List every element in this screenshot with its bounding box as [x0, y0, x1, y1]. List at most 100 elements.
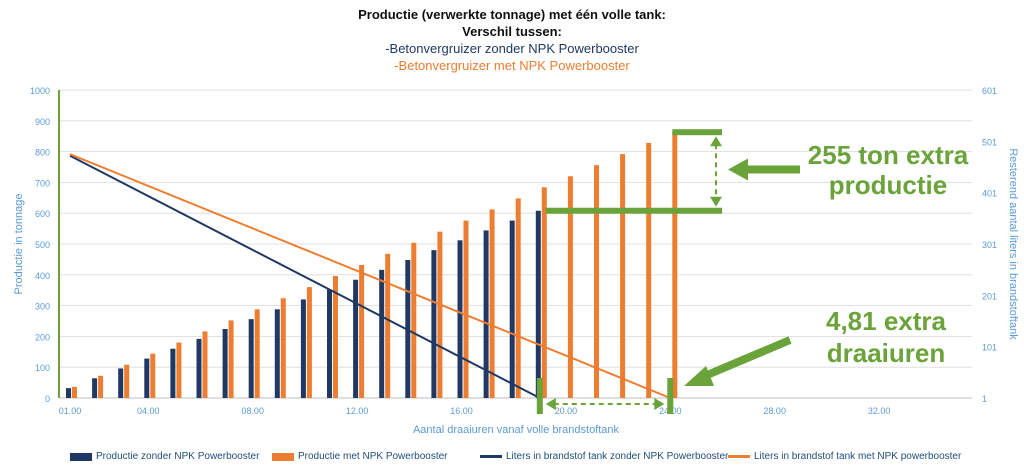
bar-without-booster — [196, 338, 202, 398]
bar-with-booster — [594, 165, 599, 398]
bar-without-booster — [457, 240, 463, 398]
bar-with-booster — [567, 176, 573, 398]
legend-item-bars-without: Productie zonder NPK Powerbooster — [70, 451, 259, 462]
y-axis-title: Productie in tonnage — [13, 194, 25, 295]
bar-with-booster — [150, 353, 156, 398]
bar-without-booster — [118, 368, 124, 398]
chart-title-line-2: Verschil tussen: — [462, 24, 562, 39]
bar-with-booster — [228, 320, 234, 398]
legend-swatch-bars-without — [70, 452, 92, 461]
bar-without-booster — [170, 348, 176, 398]
annotation-extra-hours-line-1: 4,81 extra — [826, 306, 947, 336]
bar-without-booster — [274, 309, 280, 398]
y2-tick-label: 1 — [982, 394, 987, 404]
y-tick-label: 400 — [35, 271, 50, 281]
bar-with-booster — [437, 231, 443, 398]
y-tick-label: 0 — [45, 394, 50, 404]
bar-without-booster — [483, 230, 489, 398]
legend-item-line-without: Liters in brandstof tank zonder NPK Powe… — [480, 451, 728, 462]
y-tick-label: 100 — [35, 363, 50, 373]
bar-with-booster — [541, 187, 547, 398]
annotation-extra-production-line-2: productie — [829, 170, 947, 200]
production-callout-arrow — [728, 158, 800, 181]
y2-tick-label: 201 — [982, 291, 997, 301]
y-tick-label: 200 — [35, 332, 50, 342]
x-tick-label: 12.00 — [346, 406, 369, 416]
difference-arrow-head-down — [710, 196, 722, 207]
legend-swatch-line-with — [728, 455, 750, 458]
bar-with-booster — [306, 287, 312, 398]
line-liters-with-booster — [69, 153, 671, 399]
y2-tick-label: 301 — [982, 240, 997, 250]
bar-without-booster — [248, 319, 254, 398]
x-tick-label: 08.00 — [241, 406, 264, 416]
bar-without-booster — [144, 358, 150, 398]
line-liters-without-booster — [69, 154, 541, 399]
x-tick-label: 28.00 — [763, 406, 786, 416]
legend: Productie zonder NPK Powerbooster Produc… — [0, 451, 1024, 467]
y-tick-label: 300 — [35, 302, 50, 312]
y-tick-label: 900 — [35, 117, 50, 127]
annotation-extra-hours-line-2: draaiuren — [827, 338, 946, 368]
bar-with-booster — [124, 364, 130, 398]
bar-without-booster — [509, 220, 515, 398]
chart-subtitle-without-booster: -Betonvergruizer zonder NPK Powerbooster — [385, 41, 639, 56]
marker-hours-with — [667, 378, 674, 414]
bar-with-booster — [333, 276, 338, 398]
bar-with-booster — [359, 264, 365, 398]
y2-tick-label: 501 — [982, 137, 997, 147]
bar-with-booster — [385, 253, 391, 398]
legend-label-bars-with: Productie met NPK Powerbooster — [298, 451, 448, 462]
bar-with-booster — [646, 142, 652, 398]
chart-title-line-1: Productie (verwerkte tonnage) met één vo… — [358, 7, 666, 22]
legend-swatch-bars-with — [272, 452, 294, 461]
difference-arrow-head-up — [710, 136, 722, 147]
y-tick-label: 600 — [35, 209, 50, 219]
bar-without-booster — [379, 269, 385, 398]
annotation-extra-production-line-1: 255 ton extra — [808, 140, 969, 170]
marker-hours-without — [536, 378, 543, 414]
chart-subtitle-with-booster: -Betonvergruizer met NPK Powerbooster — [394, 58, 630, 73]
bar-without-booster — [222, 329, 228, 398]
bar-with-booster — [98, 375, 104, 398]
x-tick-label: 16.00 — [450, 406, 473, 416]
x-tick-label: 04.00 — [137, 406, 160, 416]
bar-with-booster — [72, 386, 77, 398]
legend-item-bars-with: Productie met NPK Powerbooster — [272, 451, 448, 462]
y2-tick-label: 401 — [982, 189, 997, 199]
bar-without-booster — [431, 250, 437, 398]
bar-with-booster — [280, 298, 286, 398]
x-tick-label: 32.00 — [868, 406, 891, 416]
bar-without-booster — [300, 299, 306, 398]
legend-item-line-with: Liters in brandstof tank met NPK powerbo… — [728, 451, 961, 462]
y-tick-label: 700 — [35, 178, 50, 188]
hours-arrow-head-right — [654, 398, 665, 410]
marker-production-with — [672, 129, 722, 136]
y2-axis-title: Resterend aantal liters in brandstoftank — [1007, 148, 1019, 340]
x-tick-label: 20.00 — [555, 406, 578, 416]
y-tick-label: 800 — [35, 148, 50, 158]
bar-without-booster — [66, 388, 71, 398]
x-axis-title: Aantal draaiuren vanaf volle brandstofta… — [413, 424, 620, 436]
legend-label-bars-without: Productie zonder NPK Powerbooster — [96, 451, 260, 462]
legend-label-line-with: Liters in brandstof tank met NPK powerbo… — [754, 451, 962, 462]
legend-swatch-line-without — [480, 455, 502, 458]
x-tick-label: 01.00 — [59, 406, 82, 416]
hours-callout-arrow-shaft — [698, 336, 792, 382]
bar-with-booster — [254, 309, 260, 398]
y2-tick-label: 601 — [982, 86, 997, 96]
marker-production-without — [545, 207, 722, 214]
bar-with-booster — [672, 132, 678, 399]
bar-with-booster — [515, 198, 521, 398]
y-tick-label: 1000 — [30, 86, 50, 96]
hours-callout-arrow-head — [684, 366, 714, 386]
bar-without-booster — [327, 289, 332, 398]
bar-with-booster — [202, 331, 208, 398]
bar-with-booster — [463, 220, 469, 398]
bar-with-booster — [176, 342, 182, 398]
bar-without-booster — [535, 210, 541, 398]
bar-without-booster — [353, 279, 359, 398]
bar-with-booster — [489, 209, 495, 398]
hours-arrow-head-left — [545, 398, 556, 410]
